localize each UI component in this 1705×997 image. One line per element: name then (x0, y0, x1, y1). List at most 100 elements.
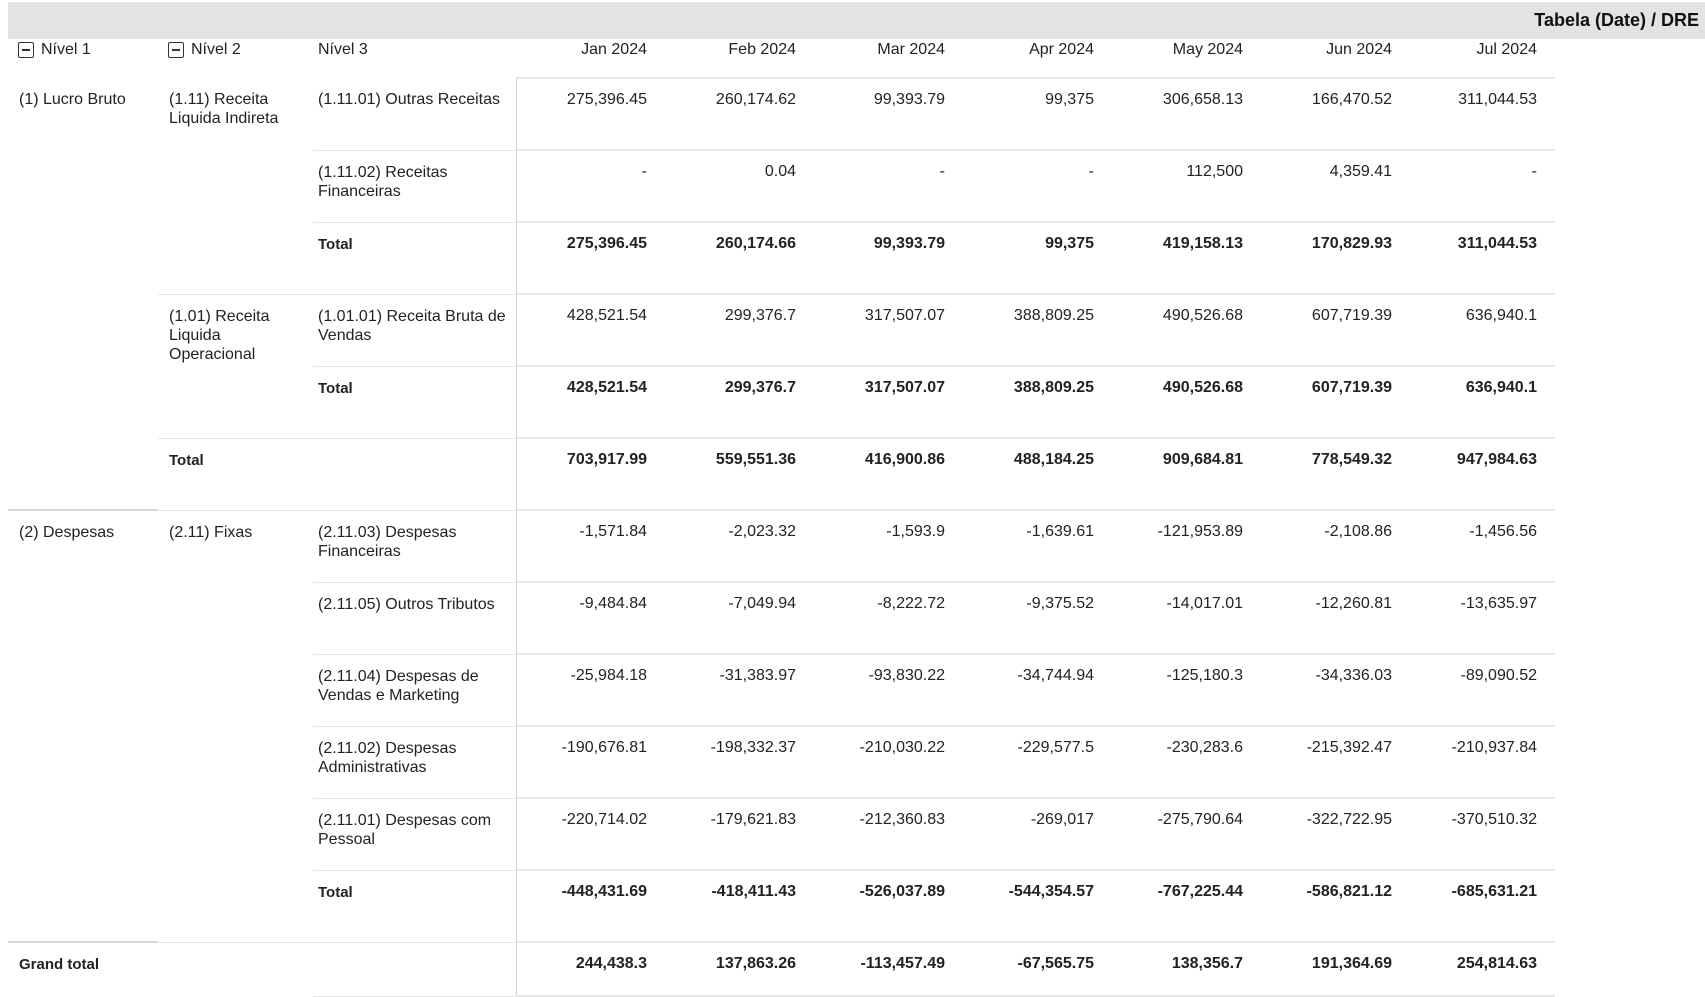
value-cell: 317,507.07 (814, 366, 963, 439)
row-header-nivel2[interactable]: (1.01) Receita Liquida Operacional (158, 294, 313, 439)
value-cell: -210,030.22 (814, 726, 963, 799)
value-cell: 0.04 (665, 150, 814, 223)
value-cell: -67,565.75 (963, 942, 1112, 997)
row-header-nivel3: (2.11.01) Despesas com Pessoal (313, 798, 517, 871)
value-cell: 306,658.13 (1112, 78, 1261, 151)
value-cell: 419,158.13 (1112, 222, 1261, 295)
value-cell: - (516, 150, 665, 223)
table-row: (1) Lucro Bruto (1.11) Receita Liquida I… (8, 78, 1555, 511)
value-cell: 299,376.7 (665, 294, 814, 367)
value-cell: - (1410, 150, 1555, 223)
row-header-nivel3-total: Total (313, 870, 517, 943)
row-header-nivel2-total: Total (158, 438, 313, 511)
value-cell: 490,526.68 (1112, 366, 1261, 439)
value-cell: -2,108.86 (1261, 510, 1410, 583)
value-cell: 275,396.45 (516, 78, 665, 151)
row-header-nivel3-total: Total (313, 366, 517, 439)
value-cell: -418,411.43 (665, 870, 814, 943)
value-cell: 275,396.45 (516, 222, 665, 295)
grand-total-row: Grand total 244,438.3 137,863.26 -113,45… (8, 942, 1555, 997)
value-cell: 254,814.63 (1410, 942, 1555, 997)
value-cell: -9,484.84 (516, 582, 665, 655)
column-header-month[interactable]: Feb 2024 (665, 41, 814, 79)
subtotal-row: Total 703,917.99 559,551.36 416,900.86 4… (8, 438, 1555, 511)
value-cell: 559,551.36 (665, 438, 814, 511)
column-header-label: Nível 3 (318, 41, 368, 58)
value-cell: -8,222.72 (814, 582, 963, 655)
table-row: (2) Despesas (2.11) Fixas (2.11.03) Desp… (8, 510, 1555, 943)
table-title: Tabela (Date) / DRE (1534, 10, 1699, 30)
value-cell: 703,917.99 (516, 438, 665, 511)
row-header-nivel3: (1.01.01) Receita Bruta de Vendas (313, 294, 517, 367)
value-cell: 311,044.53 (1410, 222, 1555, 295)
value-cell: -34,336.03 (1261, 654, 1410, 727)
value-cell: -370,510.32 (1410, 798, 1555, 871)
value-cell: -2,023.32 (665, 510, 814, 583)
column-header-month[interactable]: Jun 2024 (1261, 41, 1410, 79)
value-cell: -190,676.81 (516, 726, 665, 799)
value-cell: -212,360.83 (814, 798, 963, 871)
value-cell: -229,577.5 (963, 726, 1112, 799)
collapse-nivel2-icon[interactable] (168, 42, 184, 58)
row-header-nivel1[interactable]: (1) Lucro Bruto (8, 78, 158, 511)
value-cell: 191,364.69 (1261, 942, 1410, 997)
value-cell: 428,521.54 (516, 294, 665, 367)
value-cell: 166,470.52 (1261, 78, 1410, 151)
table-row: (1.01) Receita Liquida Operacional (1.01… (8, 294, 1555, 439)
value-cell: 260,174.66 (665, 222, 814, 295)
table-row: (2.11.05) Outros Tributos -9,484.84 -7,0… (8, 582, 1555, 655)
value-cell: 99,393.79 (814, 78, 963, 151)
value-cell: 244,438.3 (516, 942, 665, 997)
value-cell: -93,830.22 (814, 654, 963, 727)
row-header-nivel1[interactable]: (2) Despesas (8, 510, 158, 943)
value-cell: 947,984.63 (1410, 438, 1555, 511)
column-header-label: Nível 2 (191, 41, 241, 58)
value-cell: 636,940.1 (1410, 294, 1555, 367)
value-cell: -1,456.56 (1410, 510, 1555, 583)
collapse-nivel1-icon[interactable] (18, 42, 34, 58)
column-header-nivel2: Nível 2 (158, 41, 313, 78)
value-cell: 778,549.32 (1261, 438, 1410, 511)
row-header-nivel3: (2.11.03) Despesas Financeiras (313, 510, 517, 583)
value-cell: -210,937.84 (1410, 726, 1555, 799)
column-header-month[interactable]: Jan 2024 (516, 41, 665, 79)
value-cell: -767,225.44 (1112, 870, 1261, 943)
grand-total-label: Grand total (19, 956, 100, 973)
table-header-bar: Tabela (Date) / DRE (8, 2, 1705, 39)
value-cell: 317,507.07 (814, 294, 963, 367)
value-cell: 636,940.1 (1410, 366, 1555, 439)
column-header-month[interactable]: Mar 2024 (814, 41, 963, 79)
value-cell: -544,354.57 (963, 870, 1112, 943)
row-header-nivel3-total: Total (313, 222, 517, 295)
value-cell: -215,392.47 (1261, 726, 1410, 799)
value-cell: -13,635.97 (1410, 582, 1555, 655)
subtotal-row: Total 275,396.45 260,174.66 99,393.79 99… (8, 222, 1555, 295)
value-cell: -275,790.64 (1112, 798, 1261, 871)
value-cell: -25,984.18 (516, 654, 665, 727)
column-header-nivel1: Nível 1 (8, 41, 158, 78)
value-cell: - (963, 150, 1112, 223)
value-cell: 416,900.86 (814, 438, 963, 511)
value-cell: - (814, 150, 963, 223)
value-cell: -179,621.83 (665, 798, 814, 871)
value-cell: 299,376.7 (665, 366, 814, 439)
column-header-month[interactable]: Jul 2024 (1410, 41, 1555, 79)
value-cell: -7,049.94 (665, 582, 814, 655)
value-cell: -113,457.49 (814, 942, 963, 997)
value-cell: 137,863.26 (665, 942, 814, 997)
row-header-nivel2[interactable]: (1.11) Receita Liquida Indireta (158, 78, 313, 295)
value-cell: -586,821.12 (1261, 870, 1410, 943)
table-row: (2.11.01) Despesas com Pessoal -220,714.… (8, 798, 1555, 871)
value-cell: 388,809.25 (963, 294, 1112, 367)
value-cell: 488,184.25 (963, 438, 1112, 511)
column-header-month[interactable]: May 2024 (1112, 41, 1261, 79)
column-header-nivel3: Nível 3 (313, 41, 516, 78)
value-cell: 260,174.62 (665, 78, 814, 151)
column-header-month[interactable]: Apr 2024 (963, 41, 1112, 79)
value-cell: 112,500 (1112, 150, 1261, 223)
value-cell: -198,332.37 (665, 726, 814, 799)
row-header-nivel2[interactable]: (2.11) Fixas (158, 510, 313, 943)
value-cell: 138,356.7 (1112, 942, 1261, 997)
column-header-label: Nível 1 (41, 41, 91, 58)
value-cell: -9,375.52 (963, 582, 1112, 655)
